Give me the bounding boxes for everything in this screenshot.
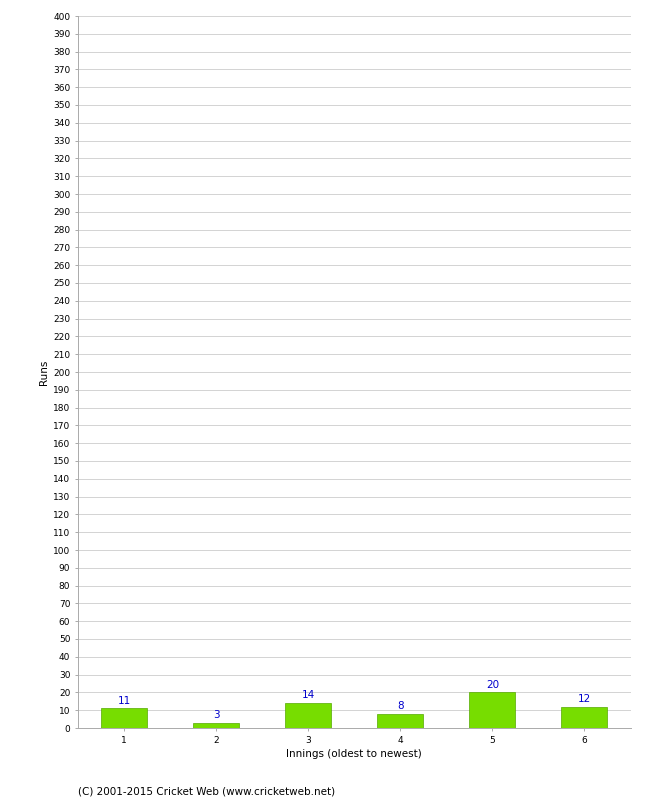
Y-axis label: Runs: Runs [39,359,49,385]
Bar [193,722,239,728]
Bar [469,692,515,728]
Text: 12: 12 [578,694,591,704]
Bar [285,703,332,728]
Text: (C) 2001-2015 Cricket Web (www.cricketweb.net): (C) 2001-2015 Cricket Web (www.cricketwe… [78,786,335,796]
Text: 8: 8 [397,701,404,711]
Text: 14: 14 [302,690,315,701]
Text: 20: 20 [486,680,499,690]
Bar [377,714,423,728]
Bar [562,706,608,728]
Bar [101,709,147,728]
Text: 11: 11 [118,696,131,706]
X-axis label: Innings (oldest to newest): Innings (oldest to newest) [287,749,422,759]
Text: 3: 3 [213,710,220,720]
